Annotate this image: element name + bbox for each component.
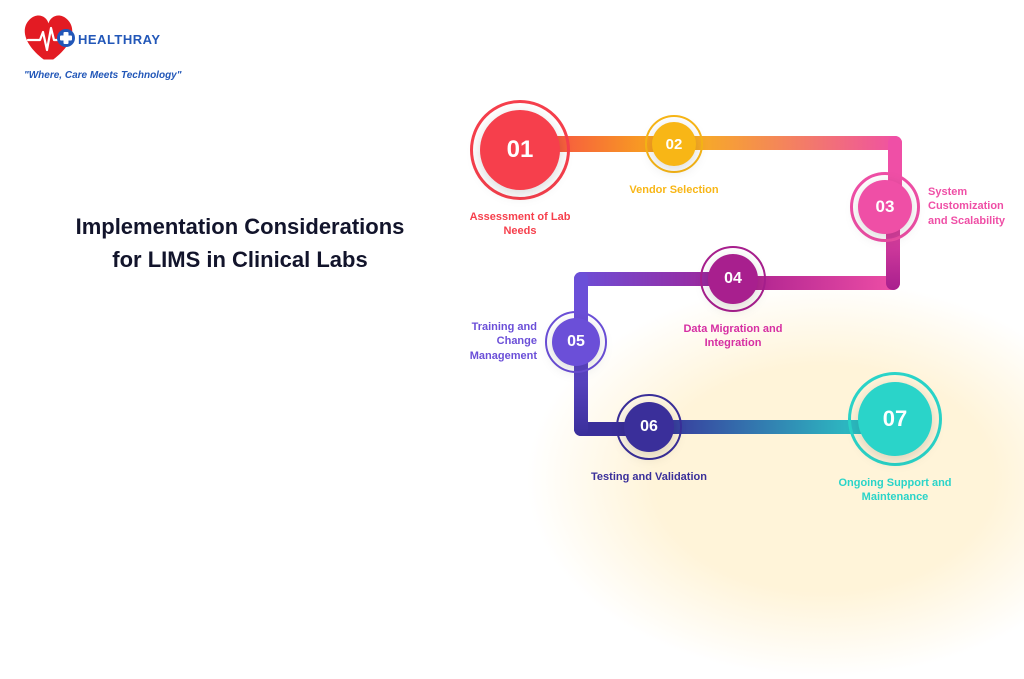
step-node-07: 07Ongoing Support and Maintenance [858, 382, 932, 456]
heart-logo-icon: HEALTHRAY [24, 14, 164, 68]
step-node-05: 05Training and Change Management [552, 318, 600, 366]
step-label: Data Migration and Integration [673, 322, 793, 351]
infographic-title: Implementation Considerations for LIMS i… [60, 210, 420, 276]
step-node-03: 03System Customization and Scalability [858, 180, 912, 234]
step-node-02: 02Vendor Selection [652, 122, 696, 166]
process-flow-diagram: 01Assessment of Lab Needs02Vendor Select… [440, 80, 1000, 500]
step-number-circle: 05 [552, 318, 600, 366]
step-label: Training and Change Management [447, 320, 537, 363]
step-number-circle: 02 [652, 122, 696, 166]
step-node-01: 01Assessment of Lab Needs [480, 110, 560, 190]
step-node-06: 06Testing and Validation [624, 402, 674, 452]
step-label: Vendor Selection [614, 183, 734, 197]
step-number-circle: 06 [624, 402, 674, 452]
step-label: Assessment of Lab Needs [460, 210, 580, 239]
step-number-circle: 01 [480, 110, 560, 190]
step-label: Testing and Validation [589, 470, 709, 484]
step-label: System Customization and Scalability [928, 185, 1018, 228]
step-number-circle: 03 [858, 180, 912, 234]
step-node-04: 04Data Migration and Integration [708, 254, 758, 304]
brand-tagline: "Where, Care Meets Technology" [24, 70, 181, 81]
step-number-circle: 04 [708, 254, 758, 304]
step-number-circle: 07 [858, 382, 932, 456]
brand-name: HEALTHRAY [78, 32, 161, 47]
step-label: Ongoing Support and Maintenance [835, 476, 955, 505]
brand-logo: HEALTHRAY "Where, Care Meets Technology" [24, 14, 181, 81]
